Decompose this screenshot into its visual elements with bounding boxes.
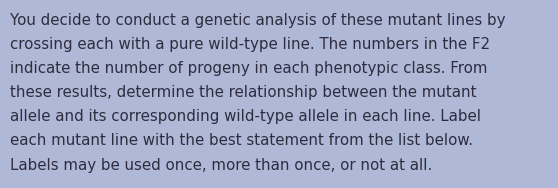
Text: crossing each with a pure wild-type line. The numbers in the F2: crossing each with a pure wild-type line… xyxy=(10,37,490,52)
Text: each mutant line with the best statement from the list below.: each mutant line with the best statement… xyxy=(10,133,473,149)
Text: these results, determine the relationship between the mutant: these results, determine the relationshi… xyxy=(10,85,477,100)
Text: indicate the number of progeny in each phenotypic class. From: indicate the number of progeny in each p… xyxy=(10,61,488,76)
Text: allele and its corresponding wild-type allele in each line. Label: allele and its corresponding wild-type a… xyxy=(10,109,481,124)
Text: Labels may be used once, more than once, or not at all.: Labels may be used once, more than once,… xyxy=(10,158,432,173)
Text: You decide to conduct a genetic analysis of these mutant lines by: You decide to conduct a genetic analysis… xyxy=(10,13,506,28)
